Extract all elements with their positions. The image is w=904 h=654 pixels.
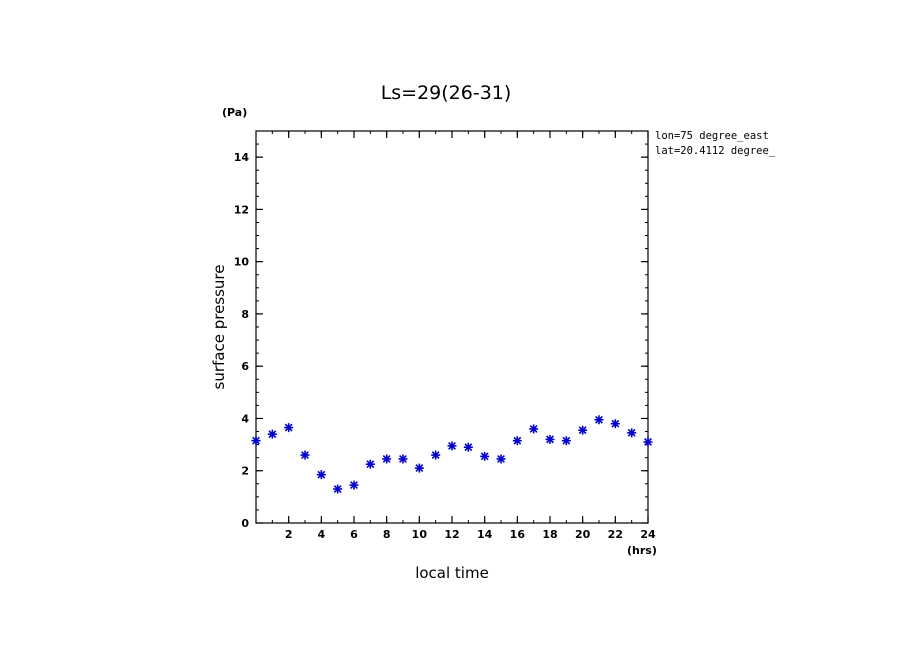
y-tick-label: 12 <box>234 203 249 216</box>
data-point <box>447 441 457 451</box>
data-point <box>431 450 441 460</box>
data-point <box>349 480 359 490</box>
x-axis-title: local time <box>415 564 489 582</box>
data-point <box>561 436 571 446</box>
data-point <box>414 463 424 473</box>
data-point <box>463 442 473 452</box>
data-point <box>480 451 490 461</box>
data-point <box>398 454 408 464</box>
x-tick-label: 14 <box>477 528 493 541</box>
data-point <box>594 415 604 425</box>
data-point <box>627 428 637 438</box>
x-tick-label: 22 <box>608 528 623 541</box>
data-point <box>496 454 506 464</box>
annotation-lat: lat=20.4112 degree_ <box>655 145 776 157</box>
y-tick-label: 4 <box>241 412 249 425</box>
y-tick-label: 0 <box>241 517 249 530</box>
y-tick-label: 2 <box>241 465 249 478</box>
data-point <box>529 424 539 434</box>
x-tick-label: 20 <box>575 528 591 541</box>
chart-title: Ls=29(26-31) <box>381 82 512 104</box>
data-points <box>251 415 653 494</box>
x-tick-label: 6 <box>350 528 358 541</box>
x-unit-label: (hrs) <box>627 544 657 557</box>
data-point <box>267 429 277 439</box>
x-tick-label: 2 <box>285 528 293 541</box>
x-tick-label: 8 <box>383 528 391 541</box>
axis-ticks <box>255 130 649 524</box>
y-tick-label: 10 <box>234 256 250 269</box>
data-point <box>545 434 555 444</box>
data-point <box>300 450 310 460</box>
data-point <box>610 419 620 429</box>
x-tick-label: 4 <box>318 528 326 541</box>
data-point <box>333 484 343 494</box>
data-point <box>316 470 326 480</box>
y-axis-title: surface pressure <box>210 265 228 390</box>
y-tick-label: 6 <box>241 360 249 373</box>
data-point <box>251 436 261 446</box>
y-tick-label: 8 <box>241 308 249 321</box>
x-tick-label: 16 <box>510 528 526 541</box>
data-point <box>284 423 294 433</box>
annotation-lon: lon=75 degree_east <box>655 130 769 142</box>
plot-frame <box>255 130 649 524</box>
x-tick-label: 24 <box>640 528 656 541</box>
data-point <box>365 459 375 469</box>
data-point <box>382 454 392 464</box>
y-tick-label: 14 <box>234 151 250 164</box>
x-tick-label: 18 <box>542 528 557 541</box>
y-unit-label: (Pa) <box>222 106 247 119</box>
data-point <box>643 437 653 447</box>
data-point <box>512 436 522 446</box>
data-point <box>578 425 588 435</box>
x-tick-label: 10 <box>412 528 428 541</box>
x-tick-label: 12 <box>444 528 459 541</box>
